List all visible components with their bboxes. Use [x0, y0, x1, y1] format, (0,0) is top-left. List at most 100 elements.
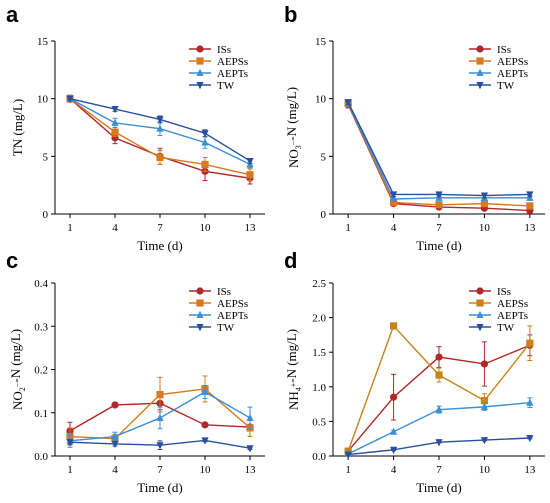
y-axis-label: TN (mg/L) — [10, 99, 25, 156]
x-tick-label: 13 — [524, 222, 536, 234]
legend-marker — [476, 45, 484, 53]
data-point — [111, 401, 119, 409]
data-point — [66, 439, 74, 447]
series-aepss — [344, 322, 534, 455]
legend-label: ISs — [497, 44, 511, 56]
series-aepts — [344, 99, 534, 203]
data-point — [480, 437, 489, 445]
legend-label: TW — [497, 322, 515, 334]
data-point — [344, 451, 352, 459]
data-point — [526, 398, 534, 406]
series-iss — [344, 334, 534, 455]
panel-letter: d — [284, 248, 297, 273]
data-point — [389, 198, 398, 207]
data-point — [201, 421, 209, 429]
legend-marker — [476, 68, 484, 76]
x-axis-label: Time (d) — [137, 238, 182, 253]
data-point — [246, 413, 254, 421]
x-tick-label: 10 — [200, 222, 212, 234]
y-tick-label: 0.4 — [34, 278, 48, 290]
legend-entry: ISs — [469, 44, 511, 56]
x-axis-label: Time (d) — [137, 480, 182, 495]
series-line — [69, 98, 251, 179]
data-point — [389, 427, 398, 435]
legend-marker — [196, 68, 204, 76]
data-point — [435, 353, 443, 361]
x-tick-label: 1 — [67, 222, 73, 234]
y-tick-label: 1.0 — [312, 382, 326, 394]
data-point — [526, 435, 534, 443]
series-aepss — [66, 95, 254, 182]
y-tick-label: 0.0 — [312, 451, 326, 463]
legend-entry: AEPTs — [189, 68, 248, 80]
y-tick-label: 10 — [315, 94, 327, 106]
y-tick-label: 0 — [43, 209, 49, 221]
legend-marker — [196, 45, 204, 53]
data-point — [111, 106, 119, 114]
data-point — [156, 390, 164, 399]
series-iss — [66, 94, 254, 185]
data-point — [480, 397, 489, 405]
legend-label: AEPSs — [217, 298, 248, 310]
legend-label: AEPTs — [497, 310, 528, 322]
data-point — [435, 201, 443, 209]
legend-label: ISs — [217, 286, 231, 298]
legend-label: ISs — [497, 286, 511, 298]
y-axis-label: NH4+-N (mg/L) — [284, 329, 303, 410]
data-point — [435, 405, 443, 413]
data-point — [111, 134, 119, 142]
y-tick-label: 0.0 — [34, 451, 48, 463]
data-point — [156, 124, 164, 132]
x-tick-label: 10 — [200, 464, 212, 476]
x-tick-label: 1 — [345, 464, 351, 476]
series-line — [347, 102, 530, 200]
legend-label: TW — [217, 322, 235, 334]
data-point — [344, 99, 352, 107]
data-point — [201, 387, 209, 395]
x-tick-label: 10 — [479, 464, 491, 476]
data-point — [480, 360, 489, 368]
legend-entry: TW — [469, 80, 515, 92]
legend-entry: AEPSs — [189, 298, 248, 310]
y-tick-label: 0.3 — [34, 321, 48, 333]
legend-label: ISs — [217, 44, 231, 56]
legend-label: AEPTs — [217, 310, 248, 322]
panel-d: d 0.0 0.5 1.0 1.5 2.0 2.5 1 4 7 10 13 Time (d) NH4+-N… — [284, 248, 545, 495]
legend-label: AEPSs — [217, 56, 248, 68]
panel-a: a 0 5 10 15 1 4 7 10 13 Time (d) TN (mg/L) ISsAEPSsA… — [6, 2, 265, 253]
data-point — [435, 371, 443, 379]
x-tick-label: 7 — [157, 222, 163, 234]
x-tick-label: 7 — [436, 222, 442, 234]
x-tick-label: 4 — [112, 464, 118, 476]
legend-marker — [196, 310, 204, 318]
legend-marker — [196, 287, 204, 295]
legend-entry: TW — [469, 322, 515, 334]
legend-label: TW — [217, 80, 235, 92]
legend-marker — [476, 324, 484, 332]
x-tick-label: 13 — [245, 222, 257, 234]
data-point — [246, 171, 254, 179]
series-tw — [66, 437, 254, 453]
data-point — [389, 322, 398, 330]
x-tick-label: 1 — [67, 464, 73, 476]
legend-label: AEPSs — [497, 56, 528, 68]
x-tick-label: 4 — [391, 222, 397, 234]
legend-label: AEPTs — [497, 68, 528, 80]
data-point — [201, 437, 209, 445]
series-line — [347, 324, 531, 452]
legend-entry: AEPSs — [469, 298, 528, 310]
legend-marker — [476, 310, 484, 318]
data-point — [111, 440, 119, 449]
legend-entry: AEPSs — [469, 56, 528, 68]
data-point — [480, 192, 489, 200]
data-point — [526, 191, 534, 199]
series-tw — [344, 435, 534, 459]
legend-entry: AEPTs — [469, 68, 528, 80]
legend-label: AEPTs — [217, 68, 248, 80]
legend-marker — [476, 82, 484, 90]
legend-entry: ISs — [189, 44, 231, 56]
legend-marker — [196, 57, 204, 65]
data-point — [156, 116, 164, 124]
legend-entry: AEPTs — [469, 310, 528, 322]
y-tick-label: 0.2 — [34, 365, 48, 377]
